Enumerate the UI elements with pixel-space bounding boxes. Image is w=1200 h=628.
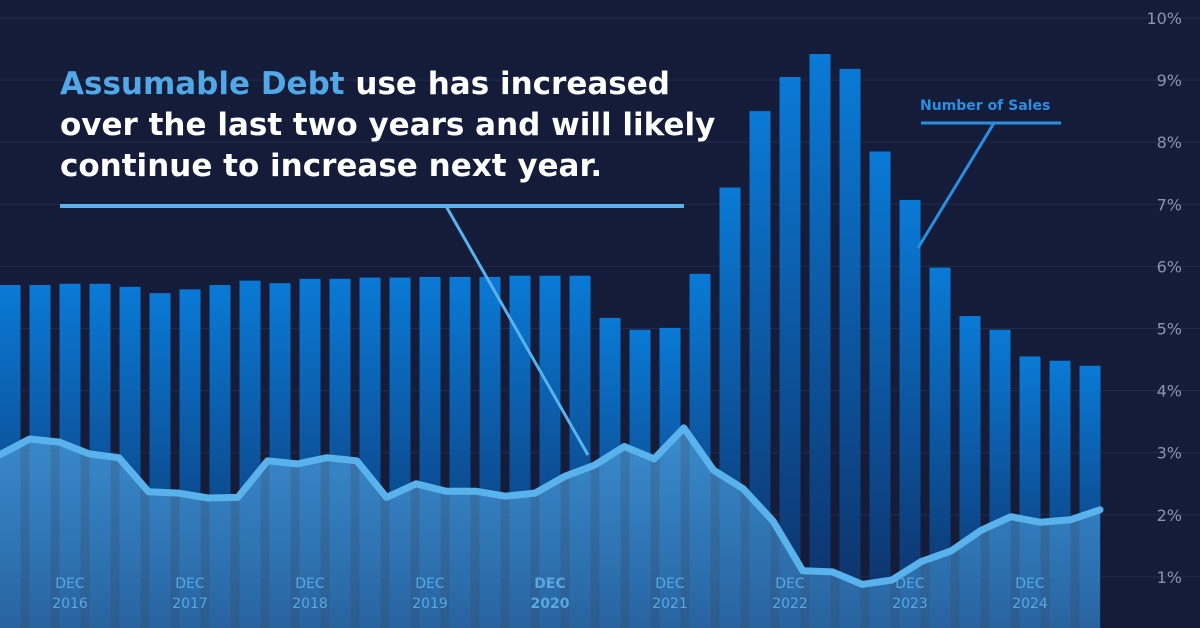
headline-callout-leader [444, 205, 590, 456]
bar [899, 199, 921, 628]
line-series-area [0, 427, 1100, 628]
x-tick-year: 2018 [292, 596, 328, 612]
y-tick-label: 10% [1146, 9, 1182, 28]
y-tick-label: 3% [1157, 444, 1182, 463]
y-tick-label: 7% [1157, 195, 1182, 214]
y-tick-label: 1% [1157, 568, 1182, 587]
x-tick-month: DEC [415, 576, 445, 592]
x-tick-month: DEC [55, 576, 85, 592]
x-tick-month: DEC [655, 576, 685, 592]
y-tick-label: 8% [1157, 133, 1182, 152]
x-tick-year: 2017 [172, 596, 208, 612]
x-tick-year: 2020 [531, 596, 570, 612]
x-tick-year: 2019 [412, 596, 448, 612]
x-tick-month: DEC [1015, 576, 1045, 592]
x-tick-year: 2016 [52, 596, 88, 612]
headline-line1: use has increased [344, 66, 670, 102]
series-label-number-of-sales: Number of Sales [920, 98, 1050, 114]
y-tick-label: 5% [1157, 320, 1182, 339]
x-tick-year: 2023 [892, 596, 928, 612]
bar [929, 267, 951, 628]
bar [839, 68, 861, 628]
x-tick-month: DEC [775, 576, 805, 592]
y-tick-label: 4% [1157, 382, 1182, 401]
y-tick-label: 6% [1157, 257, 1182, 276]
bar [869, 151, 891, 628]
x-tick-month: DEC [895, 576, 925, 592]
y-tick-label: 2% [1157, 506, 1182, 525]
headline-line2: over the last two years and will likely [60, 107, 716, 143]
bar [809, 54, 831, 628]
x-tick-month: DEC [295, 576, 325, 592]
x-axis-labels: DEC 2016 DEC 2017 DEC 2018 DEC 2019 DEC 2020 DEC 20… [52, 576, 1048, 612]
x-tick-month: DEC [534, 576, 565, 592]
y-tick-label: 9% [1157, 71, 1182, 90]
bar [779, 76, 801, 628]
series-label-leader [916, 122, 996, 249]
x-tick-year: 2021 [652, 596, 688, 612]
line-series [0, 424, 1104, 588]
headline: Assumable Debt use has increased over th… [60, 64, 715, 187]
headline-line3: continue to increase next year. [60, 148, 603, 184]
headline-highlight: Assumable Debt [60, 66, 345, 102]
x-tick-month: DEC [175, 576, 205, 592]
x-tick-year: 2024 [1012, 596, 1048, 612]
y-axis-labels: 1% 2% 3% 4% 5% 6% 7% 8% 9% 10% [1146, 9, 1182, 587]
x-tick-year: 2022 [772, 596, 808, 612]
